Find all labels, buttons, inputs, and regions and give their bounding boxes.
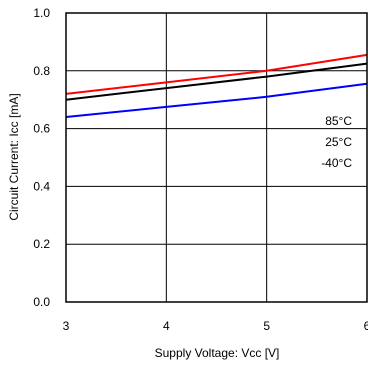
y-tick-labels: 0.0 0.2 0.4 0.6 0.8 1.0 [33, 6, 50, 309]
y-axis-label: Circuit Current: Icc [mA] [7, 93, 21, 220]
x-tick-label: 4 [163, 319, 170, 333]
x-tick-label: 3 [63, 319, 70, 333]
series-line [65, 82, 368, 118]
series-line [65, 62, 368, 101]
x-tick-labels: 3 4 5 6 [63, 319, 368, 333]
y-tick-label: 0.0 [33, 295, 50, 309]
series-line [65, 53, 368, 95]
x-axis-label: Supply Voltage: Vcc [V] [155, 346, 280, 360]
x-tick-label: 5 [263, 319, 270, 333]
legend-entry: 85°C [325, 114, 352, 128]
y-tick-label: 0.6 [33, 122, 50, 136]
y-tick-label: 0.2 [33, 237, 50, 251]
y-tick-label: 0.4 [33, 179, 50, 193]
legend-entry: -40°C [321, 156, 352, 170]
plot-frame [65, 12, 368, 303]
y-tick-label: 1.0 [33, 6, 50, 20]
legend-entry: 25°C [325, 135, 352, 149]
y-tick-label: 0.8 [33, 64, 50, 78]
series-lines [65, 53, 368, 118]
grid-lines [66, 13, 367, 302]
x-tick-label: 6 [364, 319, 368, 333]
legend: 85°C 25°C -40°C [321, 114, 352, 170]
